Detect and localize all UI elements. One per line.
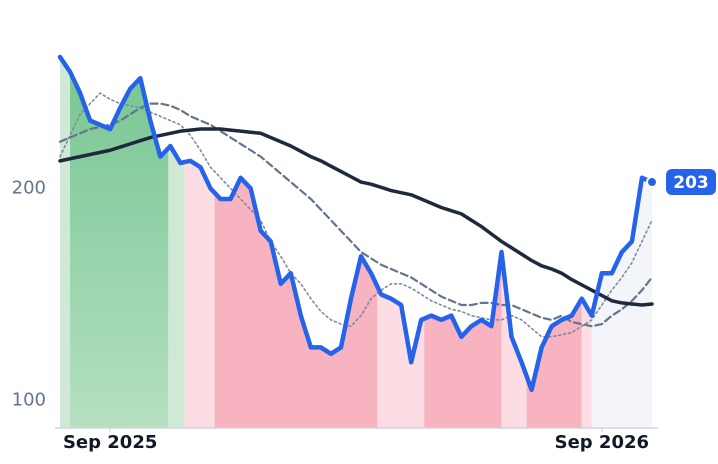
last-value-label: 203 <box>673 173 709 193</box>
regions <box>60 56 652 428</box>
line-dashed <box>58 102 654 328</box>
region <box>214 56 378 428</box>
last-value-badge <box>666 169 716 196</box>
region <box>168 56 185 428</box>
region <box>60 56 71 428</box>
region <box>377 56 425 428</box>
axes: 100 200 Sep 2025 Sep 2026 <box>12 177 658 453</box>
region <box>526 56 582 428</box>
y-tick-label: 200 <box>12 177 46 198</box>
region <box>70 56 169 428</box>
line-dotted <box>59 92 653 338</box>
x-tick-label: Sep 2025 <box>63 432 157 453</box>
region <box>581 56 592 428</box>
region <box>591 56 652 428</box>
line-long <box>58 127 654 307</box>
y-tick-label: 100 <box>12 389 46 410</box>
x-tick-label: Sep 2026 <box>555 432 649 453</box>
region <box>184 56 215 428</box>
last-point <box>646 176 658 189</box>
lines: 203 <box>57 54 716 393</box>
line-price <box>57 54 655 393</box>
